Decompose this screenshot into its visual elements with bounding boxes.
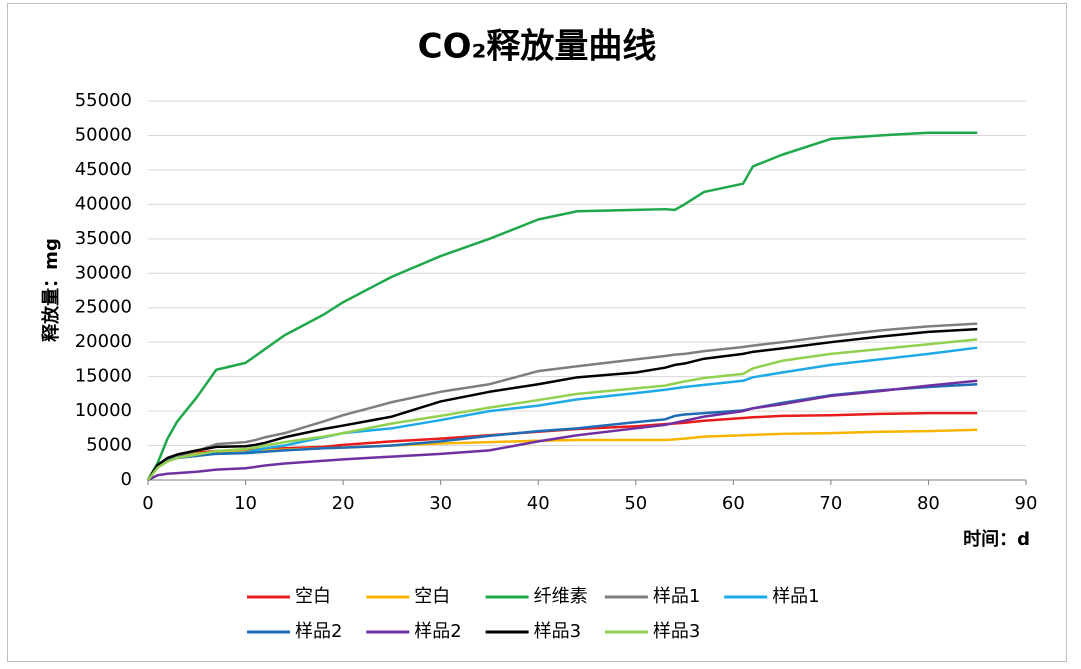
x-axis-label: 时间：d (963, 529, 1030, 550)
y-tick-label: 40000 (75, 193, 132, 214)
legend-label: 样品2 (414, 621, 461, 642)
x-tick-label: 40 (527, 493, 550, 514)
legend-label: 样品3 (653, 621, 700, 642)
y-tick-label: 15000 (75, 366, 132, 387)
y-tick-label: 20000 (75, 331, 132, 352)
legend-label: 空白 (295, 586, 331, 607)
x-tick-label: 20 (332, 493, 355, 514)
x-tick-label: 90 (1015, 493, 1038, 514)
x-tick-label: 30 (429, 493, 452, 514)
x-tick-label: 70 (819, 493, 842, 514)
y-tick-label: 45000 (75, 159, 132, 180)
series-line (146, 327, 978, 481)
x-tick-label: 10 (234, 493, 257, 514)
legend-label: 样品3 (534, 621, 581, 642)
y-tick-label: 35000 (75, 228, 132, 249)
y-tick-label: 25000 (75, 297, 132, 318)
y-axis-label: 释放量：mg (40, 238, 62, 342)
chart-title: CO₂释放量曲线 (418, 27, 657, 67)
y-tick-label: 30000 (75, 262, 132, 283)
y-tick-label: 5000 (86, 435, 132, 456)
y-tick-label: 50000 (75, 124, 132, 145)
x-tick-label: 60 (722, 493, 745, 514)
series-line (147, 338, 978, 481)
legend-label: 样品2 (295, 621, 342, 642)
series-line (147, 379, 978, 482)
y-tick-label: 0 (121, 469, 132, 490)
x-tick-label: 0 (142, 493, 153, 514)
series-line (146, 322, 978, 481)
y-tick-label: 10000 (75, 400, 132, 421)
chart-border (7, 3, 1067, 662)
x-tick-label: 50 (624, 493, 647, 514)
x-tick-label: 80 (917, 493, 940, 514)
legend-label: 样品1 (653, 586, 700, 607)
legend-label: 样品1 (772, 586, 819, 607)
y-tick-label: 55000 (75, 90, 132, 111)
series-line (146, 131, 978, 481)
legend-label: 空白 (414, 586, 450, 607)
legend-label: 纤维素 (534, 586, 588, 607)
